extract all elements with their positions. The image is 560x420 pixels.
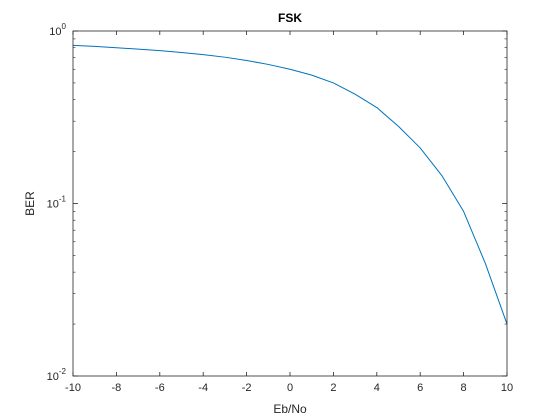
- y-tick-exponent: -2: [59, 367, 67, 376]
- x-tick-label: -10: [65, 382, 81, 394]
- x-tick-label: -8: [112, 382, 122, 394]
- y-tick-label: 100: [49, 22, 66, 38]
- x-axis-label: Eb/No: [273, 402, 307, 416]
- y-tick-exponent: 0: [62, 22, 67, 31]
- y-axis-label: BER: [23, 191, 37, 216]
- y-tick-base: 10: [49, 26, 61, 38]
- plot-area: [73, 31, 507, 376]
- x-tick-label: 4: [374, 382, 380, 394]
- x-tick-label: 10: [501, 382, 513, 394]
- y-tick-exponent: -1: [59, 195, 67, 204]
- chart-title: FSK: [278, 11, 302, 25]
- plot-frame: [72, 30, 508, 377]
- x-tick-label: 6: [417, 382, 423, 394]
- y-tick-base: 10: [47, 371, 59, 383]
- series-line: [72, 44, 508, 325]
- x-tick-label: -4: [198, 382, 208, 394]
- x-tick-label: -6: [155, 382, 165, 394]
- x-tick-label: 2: [330, 382, 336, 394]
- x-tick-label: 8: [461, 382, 467, 394]
- x-tick-label: -2: [242, 382, 252, 394]
- y-tick-label: 10-2: [47, 367, 67, 383]
- y-tick-base: 10: [47, 199, 59, 211]
- y-tick-label: 10-1: [47, 195, 67, 211]
- x-tick-label: 0: [287, 382, 293, 394]
